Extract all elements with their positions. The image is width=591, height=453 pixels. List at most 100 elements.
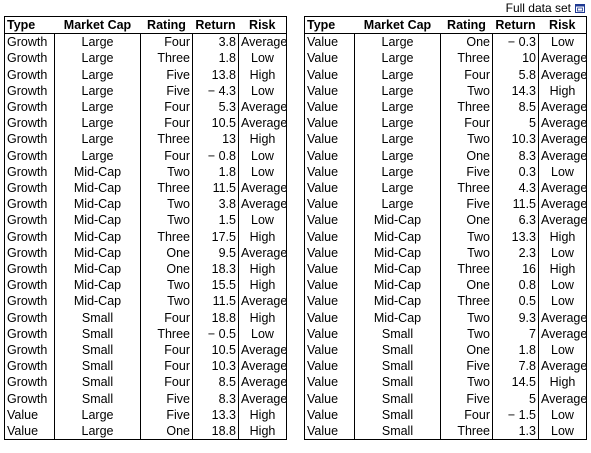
market-cap-cell: Small bbox=[354, 358, 441, 375]
rating-cell: Three bbox=[140, 131, 193, 148]
market-cap-cell: Small bbox=[354, 423, 441, 440]
rating-cell: Two bbox=[140, 163, 193, 181]
risk-cell: Low bbox=[251, 326, 274, 341]
type-cell: Growth bbox=[4, 374, 55, 391]
risk-cell: Average bbox=[541, 67, 587, 82]
rating-cell: One bbox=[140, 244, 193, 262]
table-row: Growth Large Four 3.8 Average bbox=[4, 33, 287, 51]
table-row: Growth Mid-Cap Two 15.5 High bbox=[4, 277, 287, 294]
table-row: Value Large Two 14.3 High bbox=[304, 82, 587, 100]
market-cap-cell: Mid-Cap bbox=[54, 212, 141, 229]
market-cap-cell: Small bbox=[354, 342, 441, 359]
return-cell: 10.5 bbox=[192, 342, 239, 359]
market-cap-cell: Large bbox=[54, 50, 141, 67]
table-row: Growth Mid-Cap Two 3.8 Average bbox=[4, 196, 287, 213]
rating-cell: Four bbox=[140, 147, 193, 164]
return-cell: 6.3 bbox=[492, 212, 539, 229]
rating-cell: Three bbox=[440, 423, 493, 440]
full-data-set-label: Full data set bbox=[505, 1, 571, 15]
rating-cell: Two bbox=[140, 277, 193, 294]
market-cap-cell: Mid-Cap bbox=[354, 261, 441, 278]
table-row: Value Large Three 4.3 Average bbox=[304, 180, 587, 197]
type-cell: Growth bbox=[4, 309, 55, 326]
rating-cell: Two bbox=[440, 82, 493, 100]
header-row: Type Market Cap Rating Return Risk bbox=[4, 16, 287, 35]
table-row: Growth Mid-Cap Three 17.5 High bbox=[4, 228, 287, 245]
rating-cell: Two bbox=[140, 212, 193, 229]
table-row: Value Large Five 11.5 Average bbox=[304, 196, 587, 213]
rating-cell: Four bbox=[140, 342, 193, 359]
risk-cell: Low bbox=[551, 407, 574, 422]
table-row: Value Small Five 7.8 Average bbox=[304, 358, 587, 375]
risk-cell: Average bbox=[241, 359, 287, 374]
column-header-market-cap: Market Cap bbox=[54, 16, 141, 35]
risk-cell: Low bbox=[551, 245, 574, 260]
return-cell: − 4.3 bbox=[192, 82, 239, 100]
type-cell: Growth bbox=[4, 99, 55, 116]
return-cell: 8.5 bbox=[492, 99, 539, 116]
table-row: Growth Small Three − 0.5 Low bbox=[4, 325, 287, 343]
column-header-risk: Risk bbox=[538, 16, 587, 35]
type-cell: Growth bbox=[4, 212, 55, 229]
column-header-type: Type bbox=[304, 16, 355, 35]
table-row: Growth Small Four 10.5 Average bbox=[4, 342, 287, 359]
column-header-return: Return bbox=[192, 16, 239, 35]
market-cap-cell: Large bbox=[354, 82, 441, 100]
rating-cell: Two bbox=[440, 244, 493, 262]
type-cell: Value bbox=[304, 293, 355, 310]
risk-cell: High bbox=[549, 83, 576, 98]
table-row: Value Mid-Cap Three 16 High bbox=[304, 261, 587, 278]
risk-cell: Average bbox=[241, 197, 287, 212]
type-cell: Growth bbox=[4, 261, 55, 278]
risk-cell: Average bbox=[241, 181, 287, 196]
return-cell: 8.3 bbox=[192, 390, 239, 407]
risk-cell: Low bbox=[251, 51, 274, 66]
risk-cell: Average bbox=[241, 245, 287, 260]
market-cap-cell: Mid-Cap bbox=[354, 277, 441, 294]
rating-cell: Four bbox=[140, 358, 193, 375]
rating-cell: Four bbox=[440, 406, 493, 424]
table-row: Growth Small Four 8.5 Average bbox=[4, 374, 287, 391]
rating-cell: One bbox=[440, 342, 493, 359]
risk-cell: Low bbox=[251, 213, 274, 228]
return-cell: 9.3 bbox=[492, 309, 539, 326]
return-cell: 8.3 bbox=[492, 147, 539, 164]
table-row: Value Large One 18.8 High bbox=[4, 423, 287, 440]
risk-cell: High bbox=[249, 229, 276, 244]
full-data-set-link[interactable]: Full data set bbox=[506, 0, 585, 16]
rating-cell: Four bbox=[140, 33, 193, 51]
risk-cell: High bbox=[549, 375, 576, 390]
column-header-risk: Risk bbox=[238, 16, 287, 35]
type-cell: Growth bbox=[4, 277, 55, 294]
market-cap-cell: Large bbox=[354, 50, 441, 67]
table-row: Value Small Two 14.5 High bbox=[304, 374, 587, 391]
market-cap-cell: Mid-Cap bbox=[354, 212, 441, 229]
market-cap-cell: Small bbox=[354, 406, 441, 424]
type-cell: Value bbox=[304, 66, 355, 83]
rating-cell: Five bbox=[440, 358, 493, 375]
market-cap-cell: Mid-Cap bbox=[54, 293, 141, 310]
table-row: Value Small Four − 1.5 Low bbox=[304, 406, 587, 424]
risk-cell: Average bbox=[541, 326, 587, 341]
table-row: Value Large One 8.3 Average bbox=[304, 147, 587, 164]
rating-cell: Three bbox=[440, 50, 493, 67]
risk-cell: High bbox=[249, 310, 276, 325]
header-row: Type Market Cap Rating Return Risk bbox=[304, 16, 587, 35]
rating-cell: Four bbox=[140, 309, 193, 326]
data-table-left: Type Market Cap Rating Return Risk Growt… bbox=[4, 16, 287, 441]
column-header-rating: Rating bbox=[140, 16, 193, 35]
return-cell: − 1.5 bbox=[492, 406, 539, 424]
return-cell: 1.5 bbox=[192, 212, 239, 229]
table-row: Growth Large Four 10.5 Average bbox=[4, 115, 287, 132]
market-cap-cell: Large bbox=[354, 163, 441, 181]
type-cell: Value bbox=[304, 131, 355, 148]
rating-cell: One bbox=[440, 277, 493, 294]
table-row: Growth Mid-Cap One 9.5 Average bbox=[4, 244, 287, 262]
risk-cell: Average bbox=[541, 359, 587, 374]
market-cap-cell: Mid-Cap bbox=[54, 228, 141, 245]
return-cell: 13 bbox=[192, 131, 239, 148]
rating-cell: Four bbox=[140, 99, 193, 116]
market-cap-cell: Mid-Cap bbox=[354, 228, 441, 245]
type-cell: Value bbox=[304, 163, 355, 181]
risk-cell: Average bbox=[541, 116, 587, 131]
